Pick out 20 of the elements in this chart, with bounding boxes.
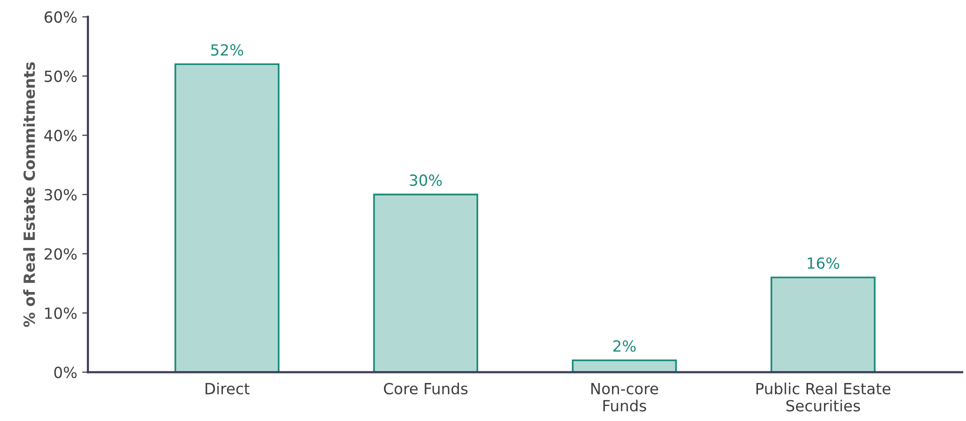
- bar: [572, 359, 677, 372]
- y-tick-label: 50%: [44, 70, 77, 82]
- y-tick-label: 40%: [44, 130, 77, 142]
- data-label: 30%: [410, 174, 442, 186]
- y-tick-label: 30%: [44, 188, 77, 201]
- y-tick-label: 20%: [44, 248, 77, 260]
- bar: [174, 63, 280, 372]
- bar: [770, 276, 876, 372]
- bar: [373, 194, 478, 372]
- y-tick-label: 0%: [54, 366, 77, 378]
- data-label: 2%: [613, 340, 636, 352]
- data-label: 16%: [808, 257, 840, 269]
- x-tick-label: Public Real Estate Securities: [756, 382, 890, 412]
- data-label: 52%: [211, 44, 244, 56]
- x-tick-label: Core Funds: [384, 382, 468, 394]
- y-axis-title: % of Real Estate Commitments: [23, 62, 36, 327]
- x-tick-label: Non-core Funds: [591, 383, 658, 412]
- y-tick-label: 10%: [45, 307, 77, 319]
- x-tick-label: Direct: [206, 382, 250, 394]
- y-tick-label: 60%: [44, 11, 77, 23]
